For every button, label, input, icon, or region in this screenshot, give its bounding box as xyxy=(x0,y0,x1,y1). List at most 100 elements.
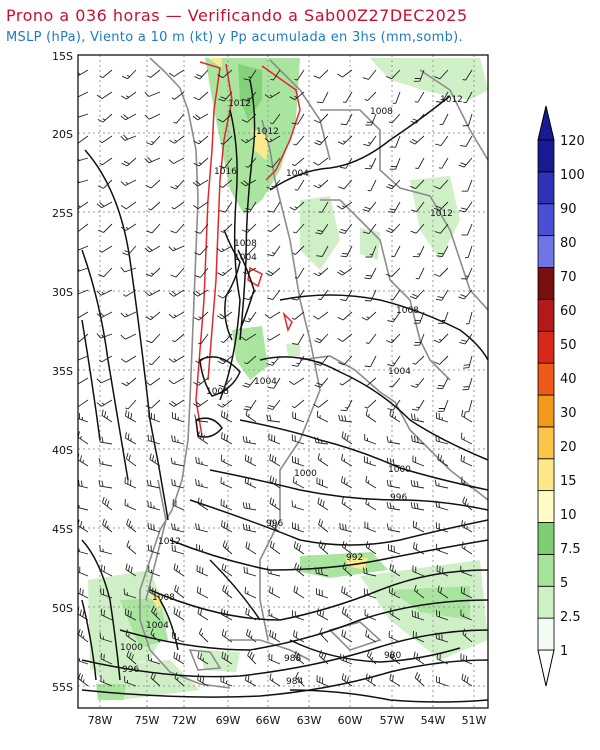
wind-barb xyxy=(122,69,137,80)
wind-barb xyxy=(316,675,329,687)
wind-barb xyxy=(434,69,449,80)
lon-label: 57W xyxy=(380,714,405,727)
wind-barb xyxy=(414,584,425,599)
wind-barb xyxy=(245,628,257,643)
wind-barb xyxy=(102,496,113,511)
wind-barb xyxy=(97,179,113,189)
wind-barb xyxy=(337,267,353,276)
wind-barb xyxy=(291,289,305,301)
wind-barb xyxy=(96,399,113,407)
wind-barb xyxy=(415,157,425,169)
colorbar-top-arrow xyxy=(537,105,555,141)
colorbar-bottom-arrow xyxy=(537,649,555,687)
colorbar-label: 20 xyxy=(560,440,577,455)
isobar-label: 980 xyxy=(384,651,401,661)
map-subtitle: MSLP (hPa), Viento a 10 m (kt) y Pp acum… xyxy=(6,30,463,45)
wind-barb xyxy=(173,113,185,124)
wind-barb xyxy=(387,399,401,411)
wind-barb xyxy=(247,649,257,665)
wind-barb xyxy=(98,480,113,489)
wind-barb xyxy=(96,333,113,339)
wind-barb xyxy=(192,179,209,187)
wind-barb xyxy=(412,355,425,365)
wind-barb xyxy=(365,245,377,258)
wind-barb xyxy=(99,545,113,555)
wind-barb xyxy=(317,497,329,511)
wind-barb xyxy=(313,179,329,189)
wind-barb xyxy=(437,399,449,412)
wind-barb xyxy=(435,289,449,301)
wind-barb xyxy=(436,652,449,665)
wind-barb xyxy=(98,267,113,278)
wind-barb xyxy=(217,289,233,299)
wind-barb xyxy=(389,563,401,577)
wind-barb xyxy=(194,267,209,278)
wind-barb xyxy=(126,540,137,555)
wind-barb xyxy=(387,311,401,323)
isobar-labels: 1012 1008 1012 1012 1016 1004 1012 1008 … xyxy=(120,95,463,687)
wind-barb xyxy=(78,377,89,385)
wind-barb xyxy=(120,355,137,363)
wind-barb xyxy=(78,672,89,687)
wind-barb xyxy=(192,201,209,210)
wind-barb xyxy=(412,520,425,533)
wind-barb xyxy=(99,632,113,643)
wind-barb xyxy=(78,479,89,489)
wind-barb xyxy=(435,500,449,511)
wind-barb xyxy=(148,565,161,577)
wind-barb xyxy=(365,409,377,423)
wind-barb xyxy=(124,477,137,489)
wind-barb xyxy=(242,501,257,511)
colorbar-label: 15 xyxy=(560,474,577,489)
wind-barb xyxy=(268,433,281,445)
coastlines-borders xyxy=(139,57,488,689)
wind-barb xyxy=(389,135,401,148)
colorbar-swatch xyxy=(537,235,555,268)
wind-barb xyxy=(97,223,113,233)
wind-barb xyxy=(170,179,185,190)
wind-barb xyxy=(434,223,449,234)
wind-barb xyxy=(341,673,353,687)
wind-barb xyxy=(194,245,209,256)
isobar-label: 1000 xyxy=(294,469,317,479)
wind-barb xyxy=(220,608,233,621)
wind-barb xyxy=(460,565,473,577)
wind-barb xyxy=(124,675,137,687)
wind-barb xyxy=(173,607,185,621)
colorbar-label: 2.5 xyxy=(560,610,581,625)
colorbar-swatch xyxy=(537,203,555,237)
lat-label: 35S xyxy=(52,365,73,378)
wind-barb xyxy=(315,588,329,599)
isobar-label: 1016 xyxy=(214,167,237,177)
colorbar-label: 50 xyxy=(560,338,577,353)
lat-label: 30S xyxy=(52,286,73,299)
wind-barb xyxy=(173,563,185,577)
wind-barb xyxy=(170,457,185,467)
wind-barb xyxy=(365,333,377,345)
wind-barb xyxy=(168,157,185,164)
wind-barb xyxy=(172,499,185,511)
wind-barb xyxy=(389,607,401,621)
wind-barb xyxy=(169,135,185,144)
wind-barb xyxy=(315,567,329,577)
wind-barb xyxy=(459,333,473,345)
wind-barb xyxy=(415,267,425,280)
wind-barb xyxy=(291,434,305,445)
wind-barb xyxy=(362,69,377,80)
wind-barb xyxy=(220,223,233,233)
wind-barb xyxy=(99,69,113,78)
wind-barb xyxy=(101,409,113,423)
wind-barb xyxy=(120,267,137,273)
isobar-label: 1004 xyxy=(234,253,257,263)
wind-barb xyxy=(413,651,425,665)
isobar-label: 1008 xyxy=(152,593,175,603)
colorbar-swatch xyxy=(537,394,555,428)
wind-barb xyxy=(392,91,401,104)
wind-barb xyxy=(294,562,305,577)
lat-label: 50S xyxy=(52,602,73,615)
wind-barb xyxy=(340,653,353,665)
wind-barb xyxy=(171,412,185,423)
wind-barb xyxy=(100,608,113,621)
wind-barb xyxy=(145,377,161,386)
wind-barb xyxy=(245,541,257,555)
